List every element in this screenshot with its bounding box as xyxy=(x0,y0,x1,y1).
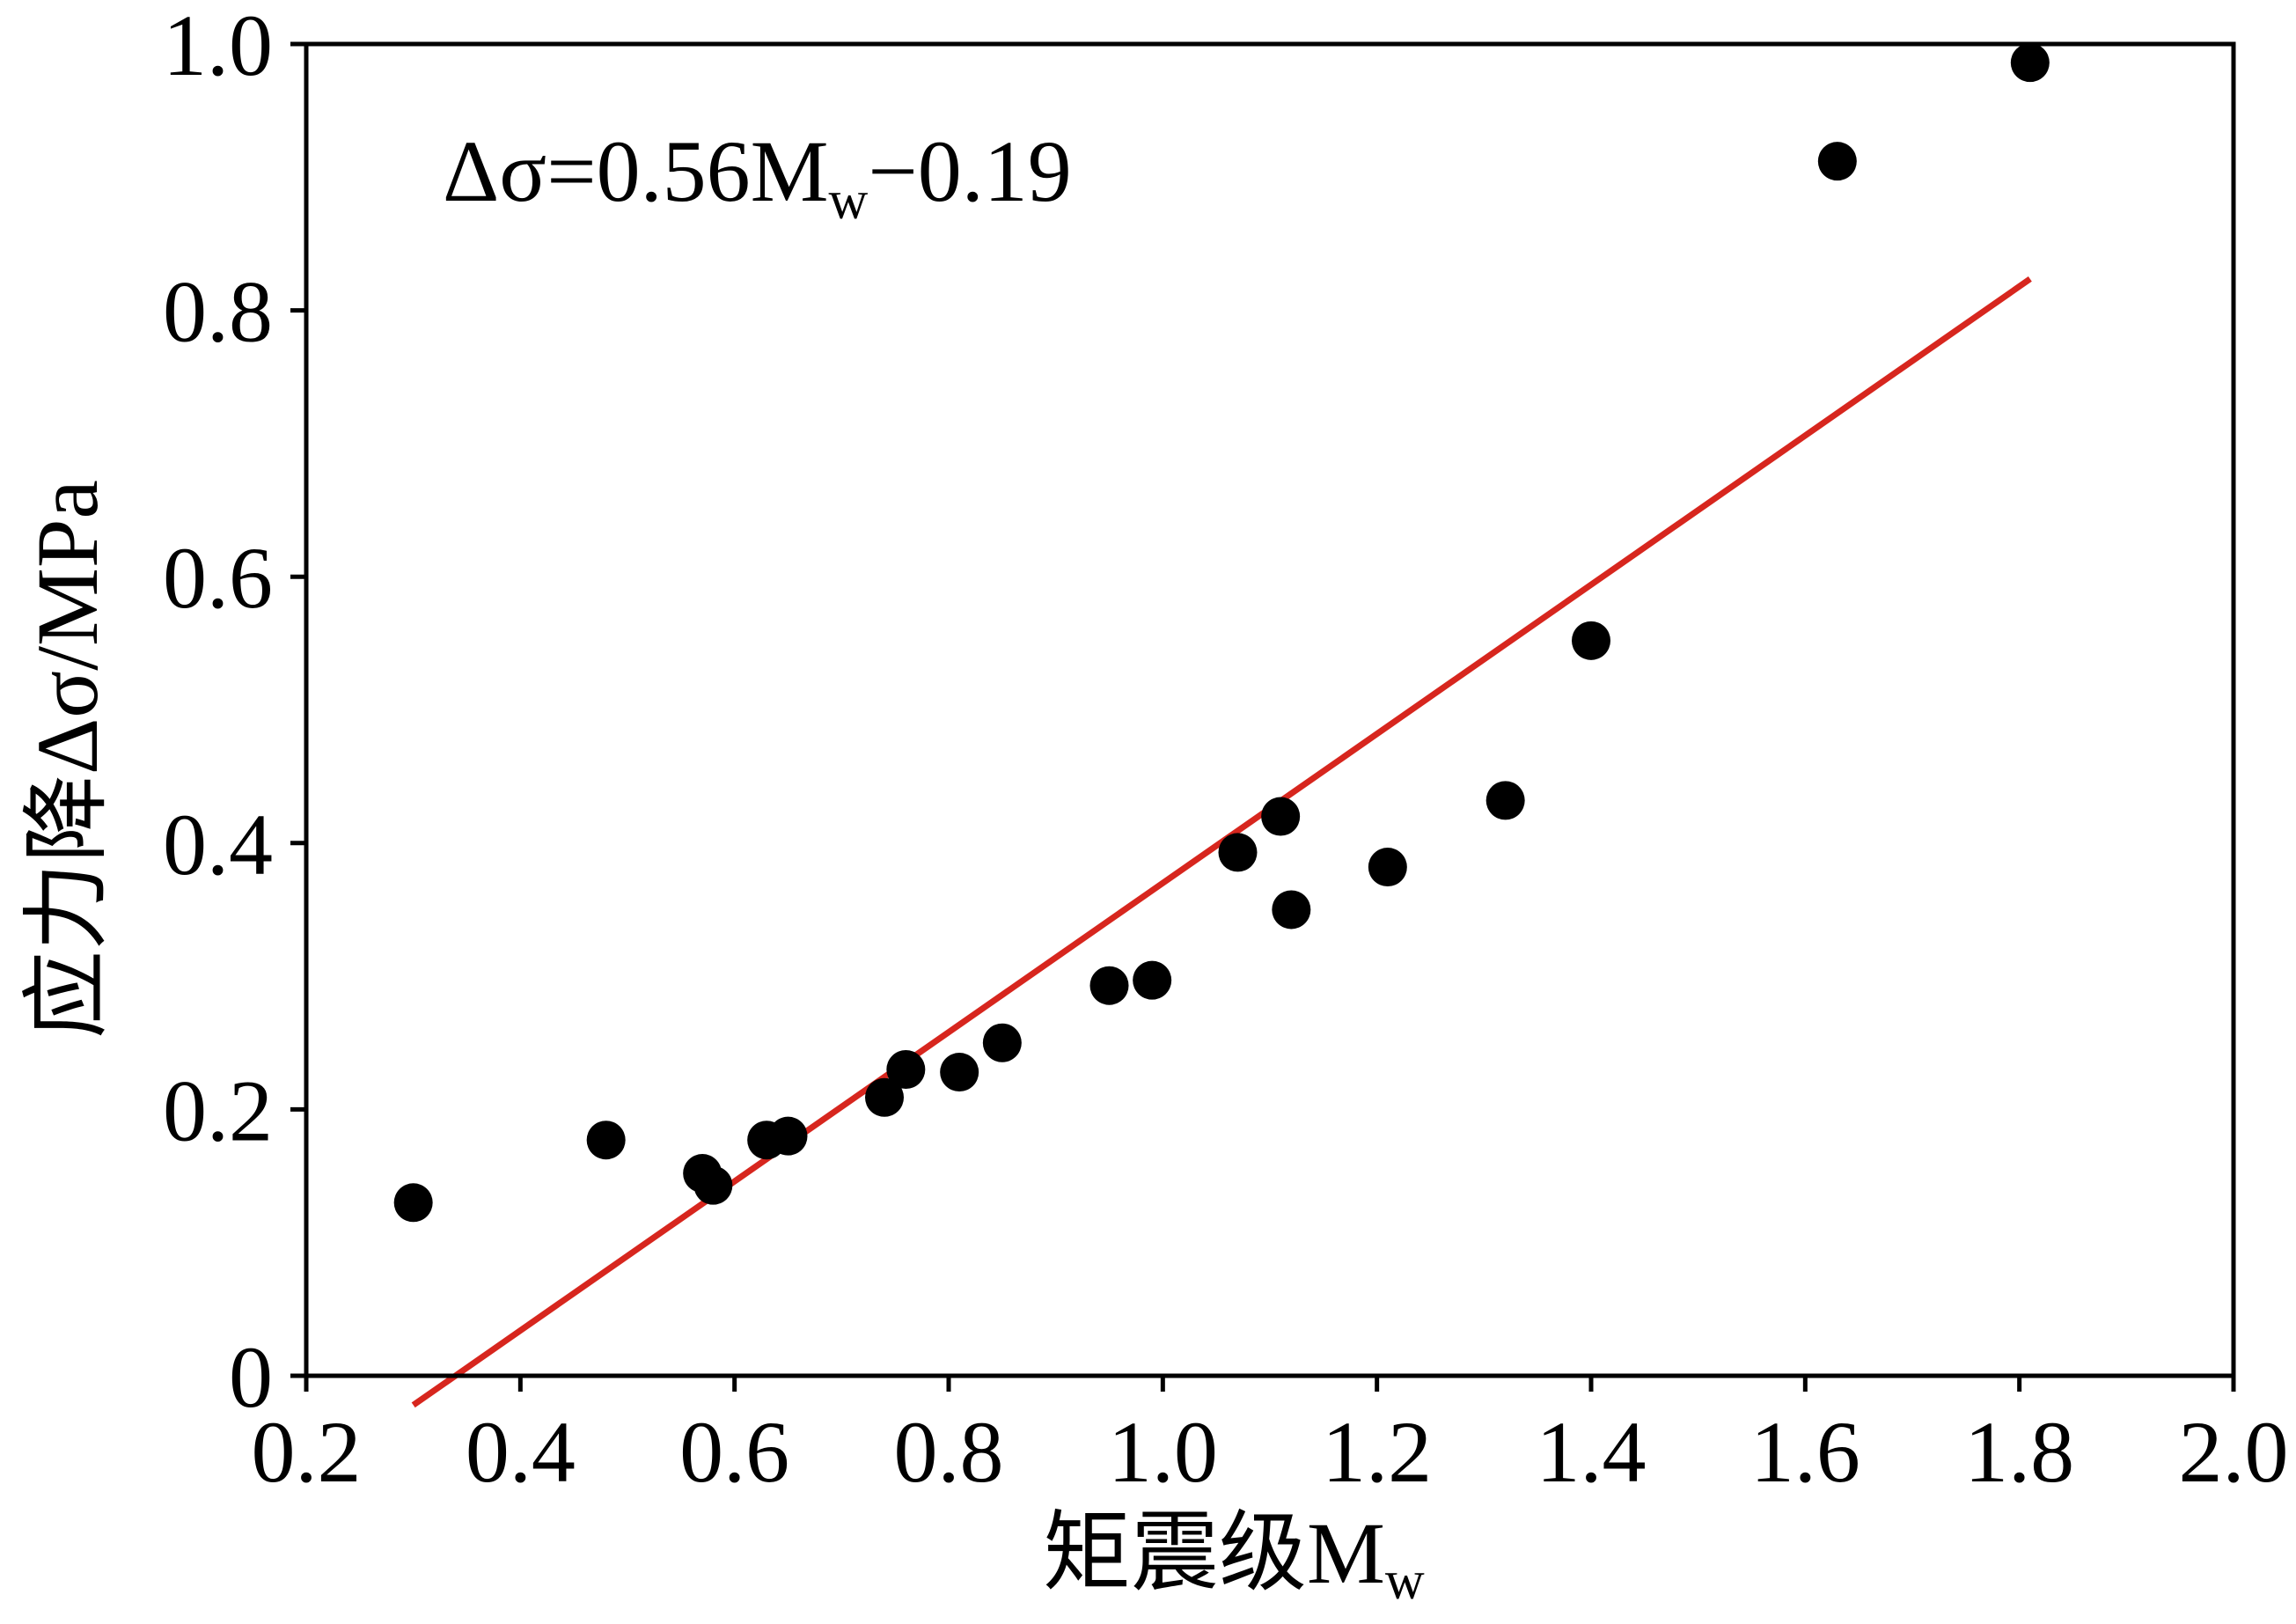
data-point-2 xyxy=(586,1121,626,1160)
y-tick-label: 0.2 xyxy=(163,1062,273,1159)
x-tick-label: 0.4 xyxy=(466,1403,576,1501)
x-tick-label: 2.0 xyxy=(2179,1403,2289,1501)
x-tick-label: 1.4 xyxy=(1537,1403,1647,1501)
data-point-19 xyxy=(1817,142,1857,181)
x-tick-label: 1.6 xyxy=(1750,1403,1860,1501)
x-axis-title: 矩震级Mw xyxy=(1043,1504,1425,1611)
data-point-14 xyxy=(1261,797,1301,836)
y-tick-label: 0.6 xyxy=(163,529,273,627)
y-tick-label: 0.4 xyxy=(163,796,273,893)
data-points-layer xyxy=(393,43,2050,1223)
data-point-4 xyxy=(693,1165,733,1205)
y-axis-title: 应力降Δσ/MPa xyxy=(18,480,116,1039)
x-tick-label: 0.8 xyxy=(894,1403,1004,1501)
data-point-15 xyxy=(1272,890,1311,930)
data-point-12 xyxy=(1133,960,1172,1000)
data-point-8 xyxy=(886,1050,926,1090)
x-tick-label: 1.2 xyxy=(1322,1403,1432,1501)
data-point-1 xyxy=(393,1183,433,1223)
fit-equation-lead: Δσ=0.56M xyxy=(443,122,829,220)
data-point-7 xyxy=(865,1077,904,1117)
x-tick-label: 1.8 xyxy=(1964,1403,2074,1501)
data-point-9 xyxy=(940,1053,979,1092)
data-point-10 xyxy=(982,1023,1022,1062)
axis-ticks-layer: 0.2 0.4 0.6 0.8 1.0 1.2 1.4 1.6 1.8 2.000.20.40.6… xyxy=(163,0,2289,1501)
x-tick-label: 0.6 xyxy=(679,1403,789,1501)
data-point-18 xyxy=(1572,621,1610,660)
plot-frame xyxy=(304,41,2236,1378)
data-point-17 xyxy=(1485,781,1525,820)
data-point-6 xyxy=(768,1116,808,1156)
y-tick-label: 0 xyxy=(229,1328,273,1426)
fit-equation: Δσ=0.56Mw−0.19 xyxy=(443,122,1072,231)
fit-equation-tail: −0.19 xyxy=(868,122,1071,220)
fit-equation-sub: w xyxy=(829,171,869,231)
x-tick-label: 0.2 xyxy=(252,1403,362,1501)
x-axis-title-main: 矩震级M xyxy=(1043,1504,1385,1602)
data-point-20 xyxy=(2010,43,2050,83)
data-point-11 xyxy=(1089,966,1129,1005)
data-point-13 xyxy=(1218,833,1258,872)
y-tick-label: 1.0 xyxy=(163,0,273,94)
y-axis-title-text: 应力降Δσ/MPa xyxy=(18,480,116,1039)
data-point-16 xyxy=(1368,848,1407,887)
y-tick-label: 0.8 xyxy=(163,263,273,361)
x-tick-label: 1.0 xyxy=(1108,1403,1218,1501)
x-axis-title-sub: w xyxy=(1385,1551,1425,1611)
